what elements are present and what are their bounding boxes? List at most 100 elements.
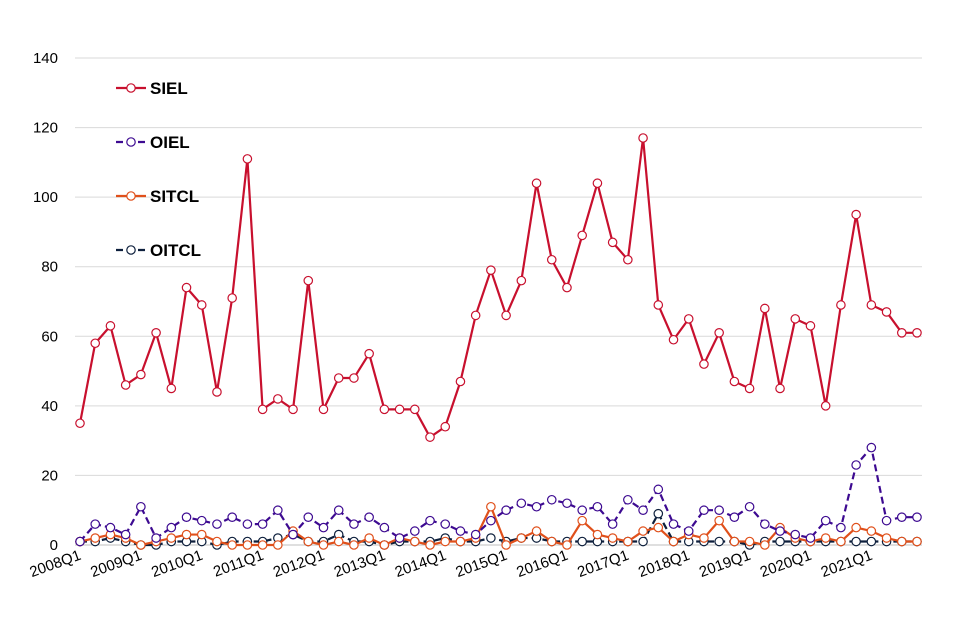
data-point (851, 536, 861, 547)
data-point (212, 519, 222, 529)
data-point (181, 512, 192, 522)
data-point (531, 178, 542, 189)
data-point (851, 209, 861, 220)
data-point (394, 404, 405, 415)
data-point (440, 421, 451, 432)
data-point (196, 515, 207, 526)
data-point (866, 442, 877, 453)
legend-swatch-marker (126, 137, 136, 147)
y-tick-label: 60 (41, 328, 58, 345)
data-point (242, 154, 253, 164)
x-tick-label: 2016Q1 (514, 547, 570, 581)
data-point (394, 533, 405, 543)
data-point (836, 536, 846, 547)
data-point (820, 533, 831, 543)
data-point (744, 383, 755, 394)
data-point (75, 418, 85, 429)
data-point (303, 512, 314, 522)
data-point (196, 300, 207, 310)
data-point (136, 540, 146, 550)
data-point (90, 519, 101, 529)
data-point (409, 536, 420, 547)
data-point (318, 540, 329, 550)
y-tick-label: 20 (41, 467, 58, 484)
data-point (577, 505, 587, 516)
data-point (166, 533, 177, 543)
data-point (75, 536, 85, 547)
data-point (303, 536, 314, 547)
data-point (166, 522, 177, 533)
data-point (623, 254, 633, 265)
data-point (714, 536, 724, 547)
data-point (562, 498, 572, 509)
x-tick-label: 2015Q1 (453, 547, 509, 581)
data-point (546, 254, 557, 265)
data-point (288, 404, 298, 415)
data-point (623, 536, 633, 547)
data-point (866, 300, 877, 310)
legend-item-siel: SIEL (116, 79, 188, 98)
data-point (683, 314, 694, 324)
x-tick-label: 2021Q1 (819, 547, 875, 581)
data-point (592, 501, 603, 512)
y-tick-label: 40 (41, 398, 58, 415)
legend-swatch-marker (126, 83, 136, 93)
y-tick-label: 100 (33, 189, 58, 206)
legend-label: SITCL (150, 187, 199, 206)
data-point (638, 505, 648, 516)
data-point (592, 178, 603, 189)
data-point (699, 533, 709, 543)
data-point (349, 519, 359, 529)
data-point (120, 529, 131, 540)
data-point (744, 501, 755, 512)
data-point (638, 526, 648, 536)
data-point (546, 494, 557, 505)
data-point (653, 508, 664, 519)
data-point (90, 533, 101, 543)
x-tick-label: 2012Q1 (271, 547, 327, 581)
data-point (318, 404, 329, 415)
data-point (151, 328, 161, 338)
data-point (531, 501, 542, 512)
data-point (303, 275, 314, 286)
data-point (775, 383, 785, 394)
data-point (714, 515, 724, 526)
data-point (668, 536, 679, 547)
data-point (820, 515, 831, 526)
data-point (455, 536, 466, 547)
data-point (440, 536, 451, 547)
data-point (486, 501, 496, 512)
data-point (181, 529, 192, 540)
data-point (729, 536, 740, 547)
data-point (653, 484, 664, 495)
data-point (333, 373, 344, 383)
x-tick-label: 2019Q1 (697, 547, 753, 581)
y-tick-label: 0 (50, 537, 58, 554)
x-tick-label: 2009Q1 (88, 547, 144, 581)
data-point (333, 505, 344, 516)
data-point (623, 494, 633, 505)
data-point (318, 522, 329, 533)
data-point (242, 540, 253, 550)
data-point (501, 540, 511, 550)
data-point (531, 526, 542, 536)
series-siel (75, 133, 922, 442)
x-tick-label: 2018Q1 (636, 547, 692, 581)
data-point (836, 300, 846, 310)
data-point (744, 536, 755, 547)
data-point (501, 505, 511, 516)
legend-swatch-marker (126, 245, 136, 255)
legend-swatch-marker (126, 191, 136, 201)
data-point (273, 505, 283, 516)
data-point (364, 512, 374, 522)
data-point (896, 536, 907, 547)
legend-label: OITCL (150, 241, 201, 260)
data-point (136, 369, 146, 380)
data-point (820, 401, 831, 411)
data-point (668, 519, 679, 529)
legend-item-oitcl: OITCL (116, 241, 201, 260)
data-point (257, 519, 268, 529)
data-point (486, 515, 496, 526)
data-point (668, 334, 679, 345)
